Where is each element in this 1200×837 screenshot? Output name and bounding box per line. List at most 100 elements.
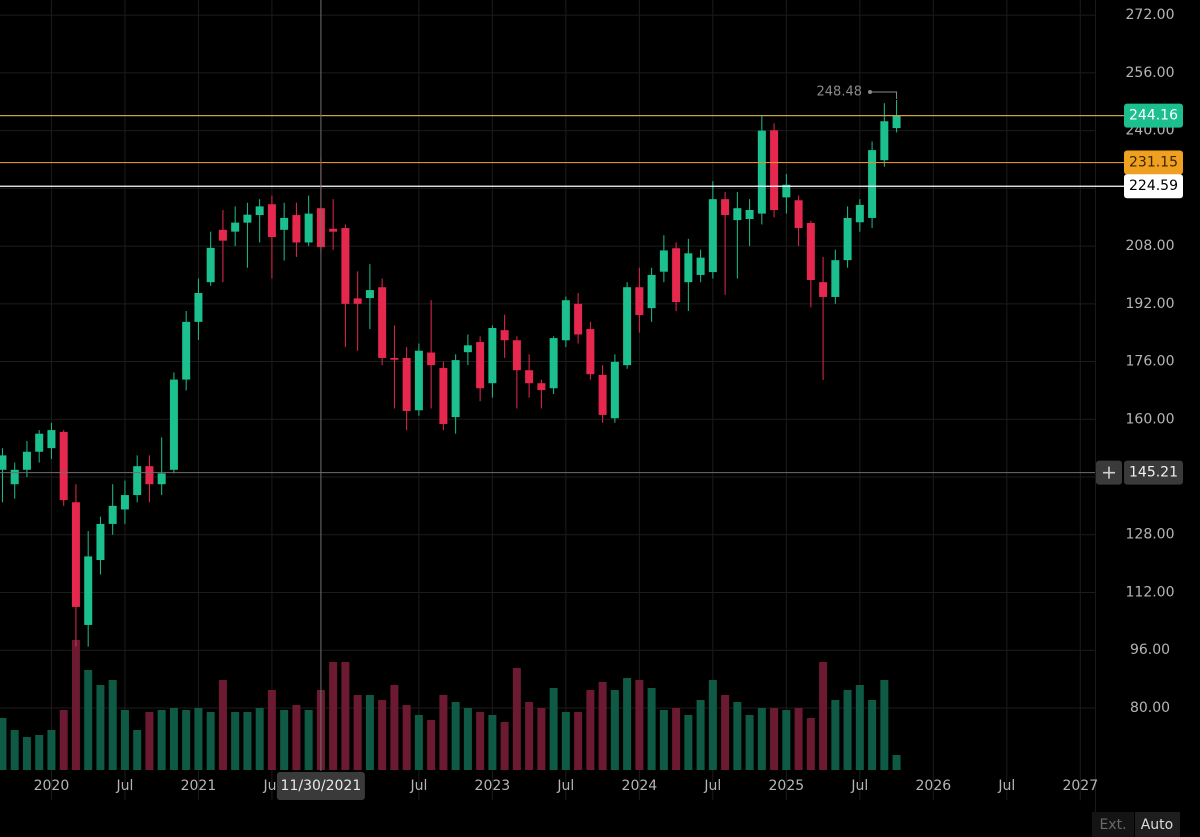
candle-body — [635, 287, 644, 315]
high-marker-label: 248.48 — [817, 85, 863, 100]
high-marker-dot — [868, 90, 872, 95]
candle-body — [390, 357, 399, 360]
volume-bar — [537, 708, 546, 770]
volume-bar — [427, 720, 436, 770]
candle-body — [329, 228, 338, 232]
volume-bar — [586, 690, 595, 770]
volume-bar — [672, 708, 681, 770]
plot — [0, 100, 901, 647]
volume-bar — [47, 730, 56, 770]
volume-bar — [463, 708, 472, 770]
high-marker-line — [870, 91, 898, 100]
candle-body — [672, 248, 681, 303]
y-tick-label: 272.00 — [1126, 7, 1175, 23]
volume-bar — [892, 755, 901, 770]
volume-bar — [880, 680, 889, 770]
volume-bar — [120, 710, 129, 770]
volume-bar — [623, 678, 632, 770]
volume-bar — [794, 708, 803, 770]
volume-bar — [635, 680, 644, 770]
candle-body — [512, 340, 521, 371]
price-tag-label: 231.15 — [1129, 155, 1178, 171]
crosshair-date-label: 11/30/2021 — [281, 778, 362, 794]
volume-bar — [182, 710, 191, 770]
volume-bar — [647, 688, 656, 770]
y-tick-label: 256.00 — [1126, 65, 1175, 81]
candle-body — [745, 210, 754, 220]
candle-body — [353, 298, 362, 304]
volume-bar — [512, 668, 521, 770]
candle-body — [696, 257, 705, 275]
volume-bar — [255, 708, 264, 770]
candle-body — [843, 217, 852, 261]
candle-body — [182, 321, 191, 380]
volume — [0, 640, 901, 770]
volume-bar — [353, 695, 362, 770]
volume-bar — [500, 722, 509, 770]
volume-bar — [0, 718, 7, 770]
candle-body — [770, 130, 779, 210]
price-tag-label: 244.16 — [1129, 108, 1178, 124]
candle-body — [659, 250, 668, 272]
candle-body — [463, 345, 472, 353]
y-tick-label: 160.00 — [1126, 411, 1175, 427]
y-tick-label: 80.00 — [1130, 700, 1170, 716]
candle-body — [794, 200, 803, 229]
candle-body — [757, 130, 766, 214]
price-tag — [1124, 103, 1183, 128]
volume-bar — [231, 712, 240, 770]
candle-body — [133, 466, 142, 496]
x-tick-label: 2025 — [769, 778, 805, 794]
candle-body — [157, 473, 166, 485]
volume-bar — [390, 685, 399, 770]
candle-body — [59, 431, 68, 501]
auto-button-label[interactable]: Auto — [1141, 817, 1174, 833]
volume-bar — [194, 708, 203, 770]
x-tick-label: 2023 — [475, 778, 511, 794]
ext-button-label[interactable]: Ext. — [1099, 817, 1126, 833]
add-icon — [1103, 466, 1115, 479]
x-tick-label: 2024 — [622, 778, 658, 794]
volume-bar — [806, 718, 815, 770]
volume-bar — [84, 670, 93, 770]
ext-button[interactable] — [1092, 812, 1134, 837]
candle-body — [623, 287, 632, 366]
candle-body — [304, 213, 313, 243]
x-tick-label: Jul — [115, 778, 133, 794]
candle-body — [280, 217, 289, 230]
volume-bar — [292, 705, 301, 770]
volume-bar — [770, 708, 779, 770]
candle-body — [586, 329, 595, 375]
x-tick-label: Jul — [409, 778, 427, 794]
volume-bar — [280, 710, 289, 770]
x-tick-label: 2021 — [181, 778, 217, 794]
x-tick-label: Jul — [850, 778, 868, 794]
candle-body — [414, 350, 423, 411]
crosshair-date-box — [276, 772, 365, 800]
auto-button[interactable] — [1135, 812, 1180, 837]
candle-body — [610, 361, 619, 419]
y-tick-label: 112.00 — [1126, 584, 1175, 600]
candle-body — [84, 556, 93, 625]
candle-body — [365, 290, 374, 299]
volume-bar — [35, 735, 44, 770]
volume-bar — [868, 700, 877, 770]
y-tick-label: 96.00 — [1130, 642, 1170, 658]
x-tick-label: 2027 — [1062, 778, 1098, 794]
candle-body — [782, 184, 791, 198]
candle-body — [231, 222, 240, 232]
x-tick-label: 2026 — [916, 778, 952, 794]
volume-bar — [574, 712, 583, 770]
candle-body — [243, 214, 252, 223]
volume-bar — [22, 737, 31, 770]
volume-bar — [96, 685, 105, 770]
candle-body — [647, 274, 656, 309]
volume-bar — [329, 662, 338, 770]
candle-body — [47, 430, 56, 449]
candle-body — [476, 342, 485, 389]
x-tick-label: 2020 — [34, 778, 70, 794]
volume-bar — [59, 710, 68, 770]
volume-bar — [843, 690, 852, 770]
candle-body — [892, 115, 901, 129]
candle-body — [500, 330, 509, 341]
